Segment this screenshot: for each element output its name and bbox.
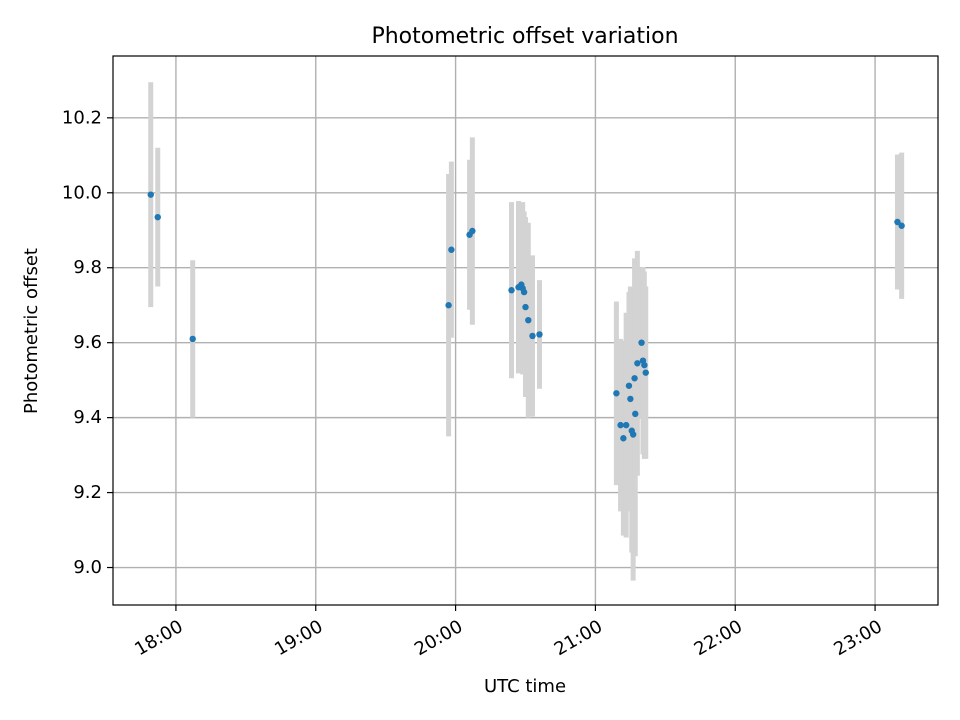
plot-frame [112, 55, 939, 606]
x-axis-label: UTC time [484, 676, 566, 697]
data-point [525, 316, 532, 324]
y-tick-label: 9.6 [73, 332, 102, 353]
x-tick-label: 20:00 [411, 616, 466, 660]
data-point [625, 382, 633, 389]
data-point [536, 331, 543, 338]
data-point [189, 335, 196, 343]
data-point [632, 410, 639, 418]
data-point [631, 375, 638, 382]
data-point [448, 246, 455, 253]
data-point [894, 218, 901, 226]
data-point [642, 369, 649, 376]
data-point [469, 227, 476, 235]
x-tick-label: 22:00 [691, 616, 746, 660]
y-tick-label: 9.0 [73, 557, 102, 578]
x-tick-label: 23:00 [830, 616, 885, 660]
data-point [613, 390, 620, 397]
data-point [898, 222, 905, 229]
y-tick-label: 9.8 [73, 257, 102, 278]
data-point [629, 431, 637, 438]
y-tick-label: 9.2 [73, 482, 102, 503]
y-tick-label: 10.2 [62, 107, 102, 128]
data-point [522, 303, 529, 311]
y-axis-label: Photometric offset [21, 248, 42, 414]
data-point [620, 435, 627, 442]
data-point [520, 288, 528, 296]
data-point [638, 339, 645, 346]
y-tick-label: 9.4 [73, 407, 102, 428]
x-tick-label: 18:00 [131, 616, 186, 660]
data-point [147, 191, 154, 198]
data-point [445, 302, 452, 309]
y-tick-label: 10.0 [62, 182, 102, 203]
errorbar-layer [148, 82, 905, 581]
grid-layer [113, 56, 938, 605]
data-point [627, 395, 634, 403]
data-point [634, 360, 641, 367]
data-point [617, 421, 624, 429]
x-tick-label: 19:00 [271, 616, 326, 660]
data-point [154, 213, 161, 221]
chart-title: Photometric offset variation [371, 24, 678, 49]
data-point [641, 361, 648, 369]
data-point [622, 421, 630, 429]
data-point [529, 332, 536, 340]
x-tick-label: 21:00 [551, 616, 606, 660]
data-point [508, 287, 515, 294]
point-layer [147, 191, 905, 442]
